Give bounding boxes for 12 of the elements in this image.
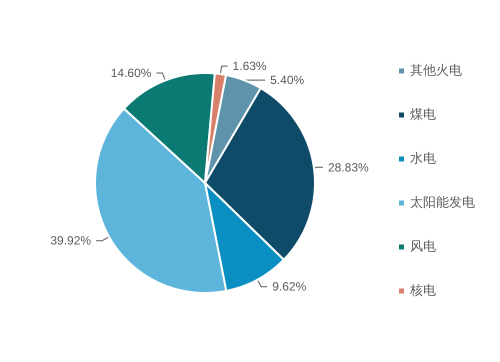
legend-label: 煤电 (410, 108, 436, 122)
legend-label: 太阳能发电 (410, 196, 475, 210)
legend-label: 风电 (410, 240, 436, 254)
data-label: 14.60% (110, 66, 152, 80)
data-label: 1.63% (232, 59, 267, 74)
data-label: 28.83% (328, 160, 369, 174)
legend-label: 核电 (409, 284, 436, 298)
data-label: 39.92% (50, 234, 92, 248)
legend-label: 水电 (410, 152, 436, 166)
data-label: 9.62% (272, 280, 307, 294)
data-label: 5.40% (270, 73, 304, 88)
legend-label: 其他火电 (410, 64, 462, 78)
